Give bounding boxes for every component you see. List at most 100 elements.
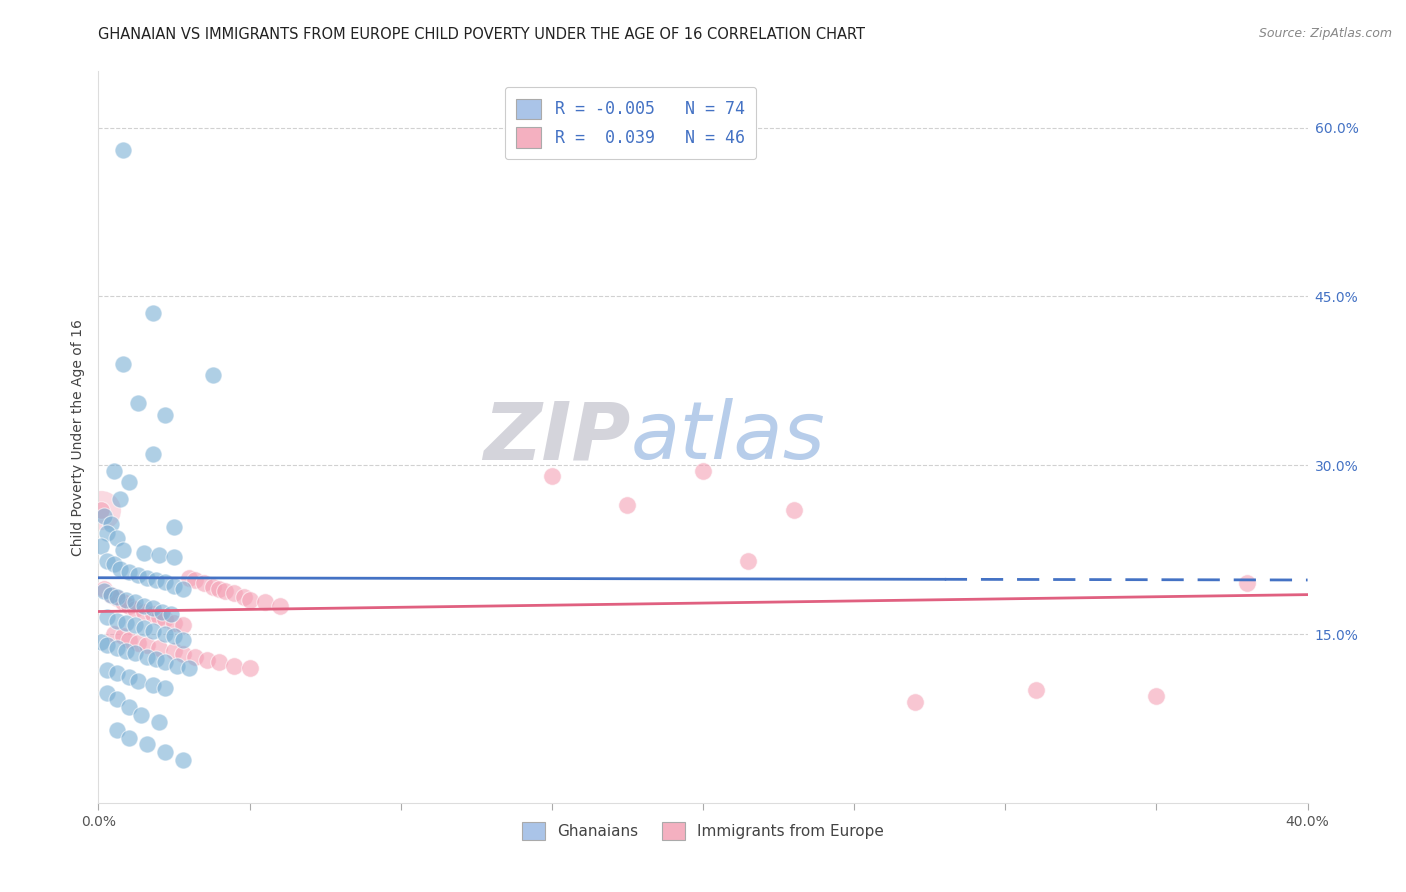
Point xyxy=(153,681,176,695)
Point xyxy=(153,655,176,669)
Point xyxy=(93,584,115,599)
Point xyxy=(135,638,157,652)
Point xyxy=(135,737,157,751)
Point xyxy=(118,599,141,613)
Point xyxy=(153,408,176,422)
Point xyxy=(153,627,176,641)
Text: atlas: atlas xyxy=(630,398,825,476)
Point xyxy=(105,614,128,628)
Point xyxy=(148,548,170,562)
Point xyxy=(124,646,146,660)
Point xyxy=(142,306,165,320)
Point xyxy=(132,599,155,613)
Point xyxy=(111,595,134,609)
Point xyxy=(114,593,136,607)
Point xyxy=(172,582,194,596)
Point xyxy=(127,636,149,650)
Point xyxy=(127,396,149,410)
Point xyxy=(142,678,165,692)
Point xyxy=(118,670,141,684)
Point xyxy=(118,632,141,647)
Point xyxy=(105,590,128,604)
Point xyxy=(105,532,128,546)
Point xyxy=(163,615,186,630)
Point xyxy=(129,708,152,723)
Point xyxy=(150,605,173,619)
Legend: Ghanaians, Immigrants from Europe: Ghanaians, Immigrants from Europe xyxy=(516,815,890,847)
Point xyxy=(93,508,115,523)
Point xyxy=(172,753,194,767)
Point xyxy=(172,647,194,661)
Point xyxy=(179,661,201,675)
Point xyxy=(105,640,128,655)
Point xyxy=(111,143,134,157)
Point xyxy=(105,723,128,737)
Point xyxy=(202,368,225,383)
Point xyxy=(214,584,236,599)
Point xyxy=(114,615,136,630)
Point xyxy=(163,520,186,534)
Point xyxy=(1144,689,1167,703)
Point xyxy=(163,629,186,643)
Point xyxy=(224,658,246,673)
Point xyxy=(96,525,118,540)
Text: GHANAIAN VS IMMIGRANTS FROM EUROPE CHILD POVERTY UNDER THE AGE OF 16 CORRELATION: GHANAIAN VS IMMIGRANTS FROM EUROPE CHILD… xyxy=(98,27,866,42)
Point xyxy=(202,580,225,594)
Point xyxy=(208,655,231,669)
Point xyxy=(142,601,165,615)
Point xyxy=(90,503,112,517)
Point xyxy=(160,607,183,621)
Point xyxy=(118,565,141,579)
Point xyxy=(90,539,112,553)
Point xyxy=(96,663,118,677)
Point xyxy=(783,503,806,517)
Point xyxy=(184,649,207,664)
Point xyxy=(184,573,207,587)
Point xyxy=(132,621,155,635)
Point xyxy=(208,582,231,596)
Text: ZIP: ZIP xyxy=(484,398,630,476)
Point xyxy=(132,546,155,560)
Point xyxy=(135,649,157,664)
Point xyxy=(269,599,291,613)
Point xyxy=(127,568,149,582)
Point xyxy=(179,571,201,585)
Point xyxy=(153,745,176,759)
Point xyxy=(142,607,165,621)
Point xyxy=(111,629,134,643)
Point xyxy=(148,714,170,729)
Point xyxy=(103,558,125,572)
Text: Source: ZipAtlas.com: Source: ZipAtlas.com xyxy=(1258,27,1392,40)
Point xyxy=(111,357,134,371)
Point xyxy=(232,590,254,604)
Point xyxy=(96,554,118,568)
Point xyxy=(142,447,165,461)
Point xyxy=(145,573,167,587)
Point xyxy=(239,661,262,675)
Point xyxy=(145,652,167,666)
Point xyxy=(153,575,176,590)
Point xyxy=(103,464,125,478)
Point xyxy=(108,562,131,576)
Point xyxy=(163,550,186,565)
Point xyxy=(153,612,176,626)
Point xyxy=(163,644,186,658)
Point xyxy=(103,627,125,641)
Point xyxy=(118,731,141,745)
Point xyxy=(96,610,118,624)
Point xyxy=(100,588,122,602)
Point xyxy=(90,635,112,649)
Point xyxy=(118,700,141,714)
Point xyxy=(1024,683,1046,698)
Point xyxy=(253,595,276,609)
Point xyxy=(127,674,149,689)
Point xyxy=(96,638,118,652)
Point xyxy=(163,579,186,593)
Point xyxy=(114,644,136,658)
Point xyxy=(540,469,562,483)
Point xyxy=(100,588,122,602)
Point xyxy=(105,692,128,706)
Point xyxy=(124,602,146,616)
Point xyxy=(100,516,122,531)
Point xyxy=(124,618,146,632)
